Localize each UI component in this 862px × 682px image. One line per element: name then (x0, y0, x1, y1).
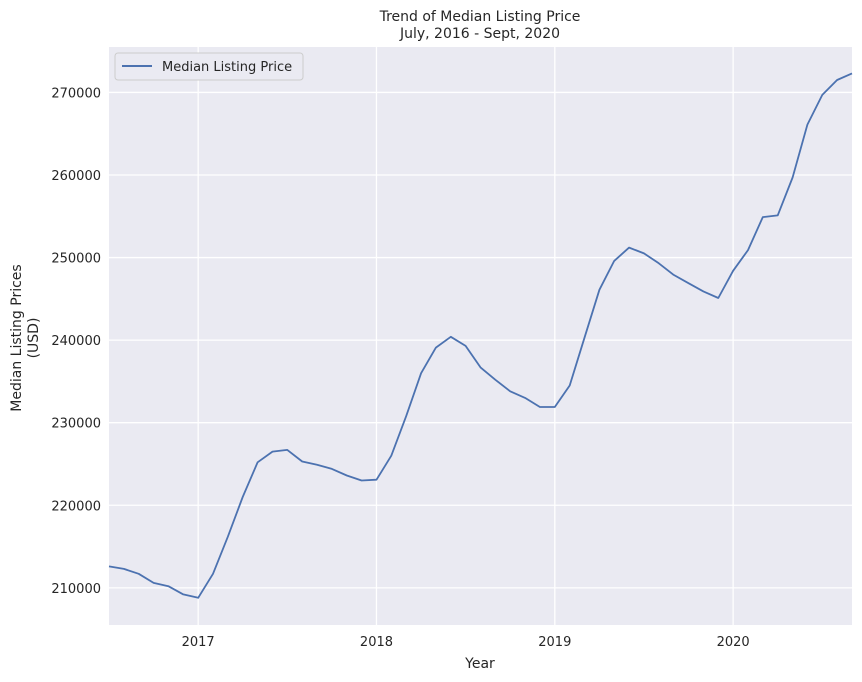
tick-labels: 210000 220000 230000 240000 250000 260000 2700… (51, 86, 749, 650)
y-axis-label-unit: (USD) (26, 318, 42, 359)
y-tick-label: 240000 (51, 334, 101, 349)
x-axis-label: Year (464, 656, 495, 672)
y-tick-label: 250000 (51, 252, 101, 267)
y-axis-label: Median Listing Prices (9, 264, 25, 411)
grid-lines (109, 47, 852, 625)
legend: Median Listing Price (114, 52, 304, 81)
x-tick-label: 2018 (360, 635, 393, 650)
plot-area (109, 47, 852, 625)
series-line (108, 72, 853, 599)
y-tick-label: 260000 (51, 169, 101, 184)
legend-box (114, 52, 304, 81)
y-tick-label: 270000 (51, 86, 101, 101)
chart-title: Trend of Median Listing Price (379, 9, 581, 25)
y-tick-label: 220000 (51, 499, 101, 514)
x-tick-label: 2017 (182, 635, 215, 650)
chart-subtitle: July, 2016 - Sept, 2020 (399, 26, 560, 42)
x-tick-label: 2019 (538, 635, 571, 650)
y-tick-label: 230000 (51, 417, 101, 432)
y-tick-label: 210000 (51, 582, 101, 597)
x-tick-label: 2020 (717, 635, 750, 650)
legend-label: Median Listing Price (162, 60, 292, 75)
series-layer (108, 72, 853, 599)
